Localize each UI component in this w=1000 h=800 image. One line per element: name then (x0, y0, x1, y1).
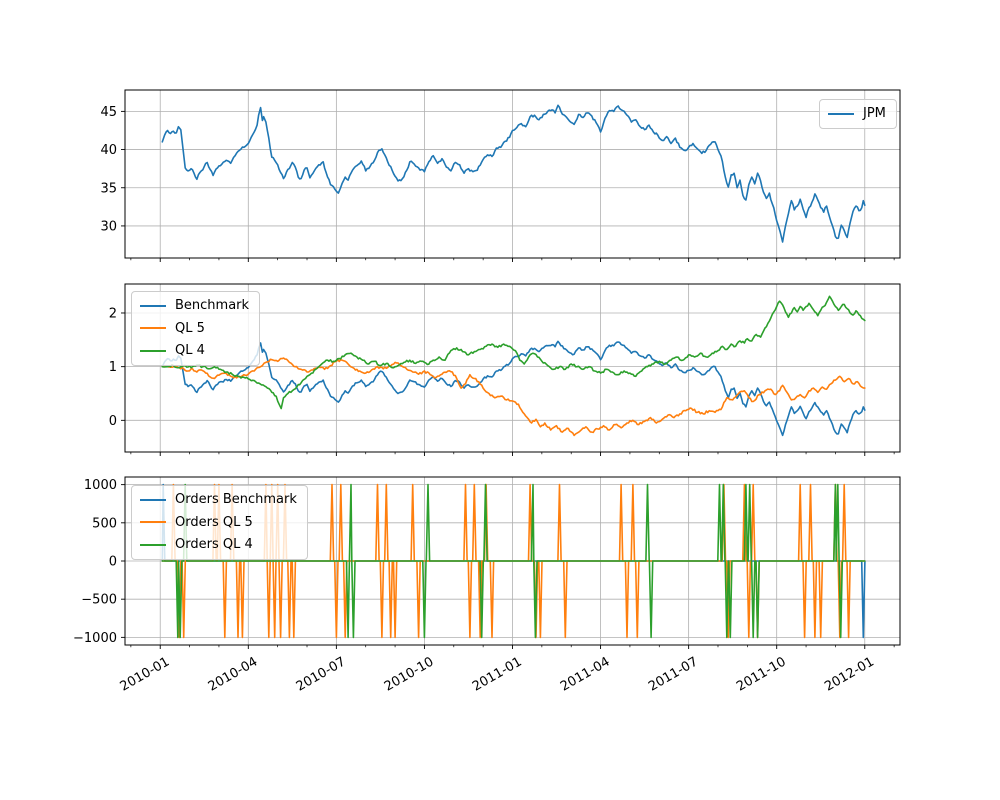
legend-item-ql4: QL 4 (140, 342, 249, 360)
legend-label-jpm: JPM (863, 106, 886, 121)
legend-item-orders-ql4: Orders QL 4 (140, 536, 297, 554)
legend-item-ql5: QL 5 (140, 320, 249, 338)
legend-label-orders-ql5: Orders QL 5 (175, 514, 253, 530)
legend-item-benchmark: Benchmark (140, 297, 249, 315)
y-tick-label: 45 (100, 105, 117, 120)
orders-ql4-line-swatch-icon (140, 543, 166, 546)
legend-portfolio-panel: Benchmark QL 5 QL 4 (131, 291, 261, 366)
y-tick-label: 500 (92, 516, 117, 531)
ql5-line-swatch-icon (140, 327, 166, 330)
y-tick-label: 1 (109, 360, 117, 375)
x-tick-label: 2011-04 (558, 654, 613, 694)
x-tick-label: 2010-04 (206, 654, 261, 694)
legend-label-orders-ql4: Orders QL 4 (175, 537, 253, 553)
y-tick-label: 0 (109, 414, 117, 429)
legend-price-panel: JPM (819, 99, 897, 129)
legend-item-orders-benchmark: Orders Benchmark (140, 491, 297, 509)
orders-benchmark-line-swatch-icon (140, 498, 166, 501)
y-tick-label: 40 (100, 143, 117, 158)
x-tick-label: 2011-01 (470, 654, 525, 694)
legend-label-ql4: QL 4 (175, 343, 205, 359)
x-tick-label: 2010-10 (382, 654, 437, 694)
y-tick-label: 2 (109, 307, 117, 322)
orders-ql5-line-swatch-icon (140, 521, 166, 524)
y-tick-label: 1000 (84, 478, 117, 493)
benchmark-line-swatch-icon (140, 304, 166, 307)
y-tick-label: −500 (81, 593, 117, 608)
legend-orders-panel: Orders Benchmark Orders QL 5 Orders QL 4 (131, 485, 308, 560)
legend-label-orders-benchmark: Orders Benchmark (175, 492, 297, 507)
jpm-line-swatch-icon (828, 112, 854, 115)
x-tick-label: 2011-07 (646, 654, 701, 694)
x-tick-label: 2012-01 (822, 654, 877, 694)
legend-item-orders-ql5: Orders QL 5 (140, 514, 297, 532)
y-tick-label: −1000 (73, 631, 117, 646)
legend-label-ql5: QL 5 (175, 320, 205, 336)
y-tick-label: 30 (100, 219, 117, 234)
ql4-line-swatch-icon (140, 349, 166, 352)
x-tick-label: 2011-10 (734, 654, 789, 694)
legend-label-benchmark: Benchmark (175, 298, 250, 313)
legend-item-jpm: JPM (828, 105, 886, 123)
x-tick-label: 2010-01 (118, 654, 173, 694)
y-tick-label: 35 (100, 181, 117, 196)
x-tick-label: 2010-07 (294, 654, 349, 694)
y-tick-label: 0 (109, 555, 117, 570)
